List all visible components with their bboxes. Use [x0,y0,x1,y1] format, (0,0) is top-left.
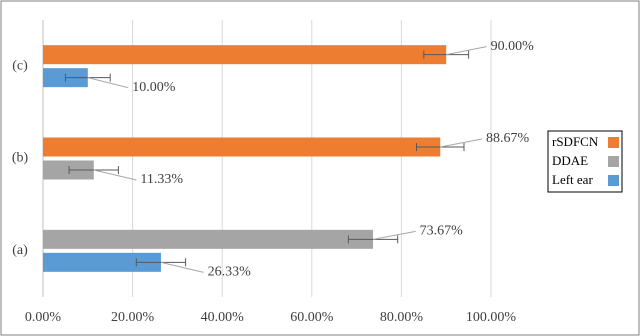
legend-label: rSDFCN [552,134,599,149]
x-tick-label: 100.00% [466,310,517,325]
bar [43,252,161,272]
data-label: 11.33% [140,172,183,187]
x-tick-label: 0.00% [25,310,62,325]
y-tick-label: (c) [12,58,28,73]
leader-line [372,230,416,240]
y-tick-label: (a) [12,243,28,258]
leader-line [93,169,137,181]
data-label: 10.00% [132,80,176,95]
x-tick-label: 80.00% [380,310,424,325]
x-tick-label: 60.00% [290,310,334,325]
leader-line [87,77,129,89]
legend-swatch [608,175,619,186]
bar [43,137,441,157]
x-tick-label: 40.00% [201,310,245,325]
legend-swatch [608,156,619,167]
leader-line [160,261,204,273]
legend-label: Left ear [552,172,593,187]
leader-line [440,138,483,148]
data-label: 73.67% [420,224,464,239]
bar [43,160,94,180]
bar [43,229,374,249]
x-tick-label: 20.00% [111,310,155,325]
data-label: 26.33% [208,265,252,280]
leader-line [446,46,487,56]
legend-swatch [608,137,619,148]
data-label: 90.00% [491,39,534,54]
error-bar [415,143,465,151]
bar [43,45,447,65]
legend-label: DDAE [552,153,588,168]
y-tick-label: (b) [12,151,29,166]
data-label: 88.67% [486,131,530,146]
